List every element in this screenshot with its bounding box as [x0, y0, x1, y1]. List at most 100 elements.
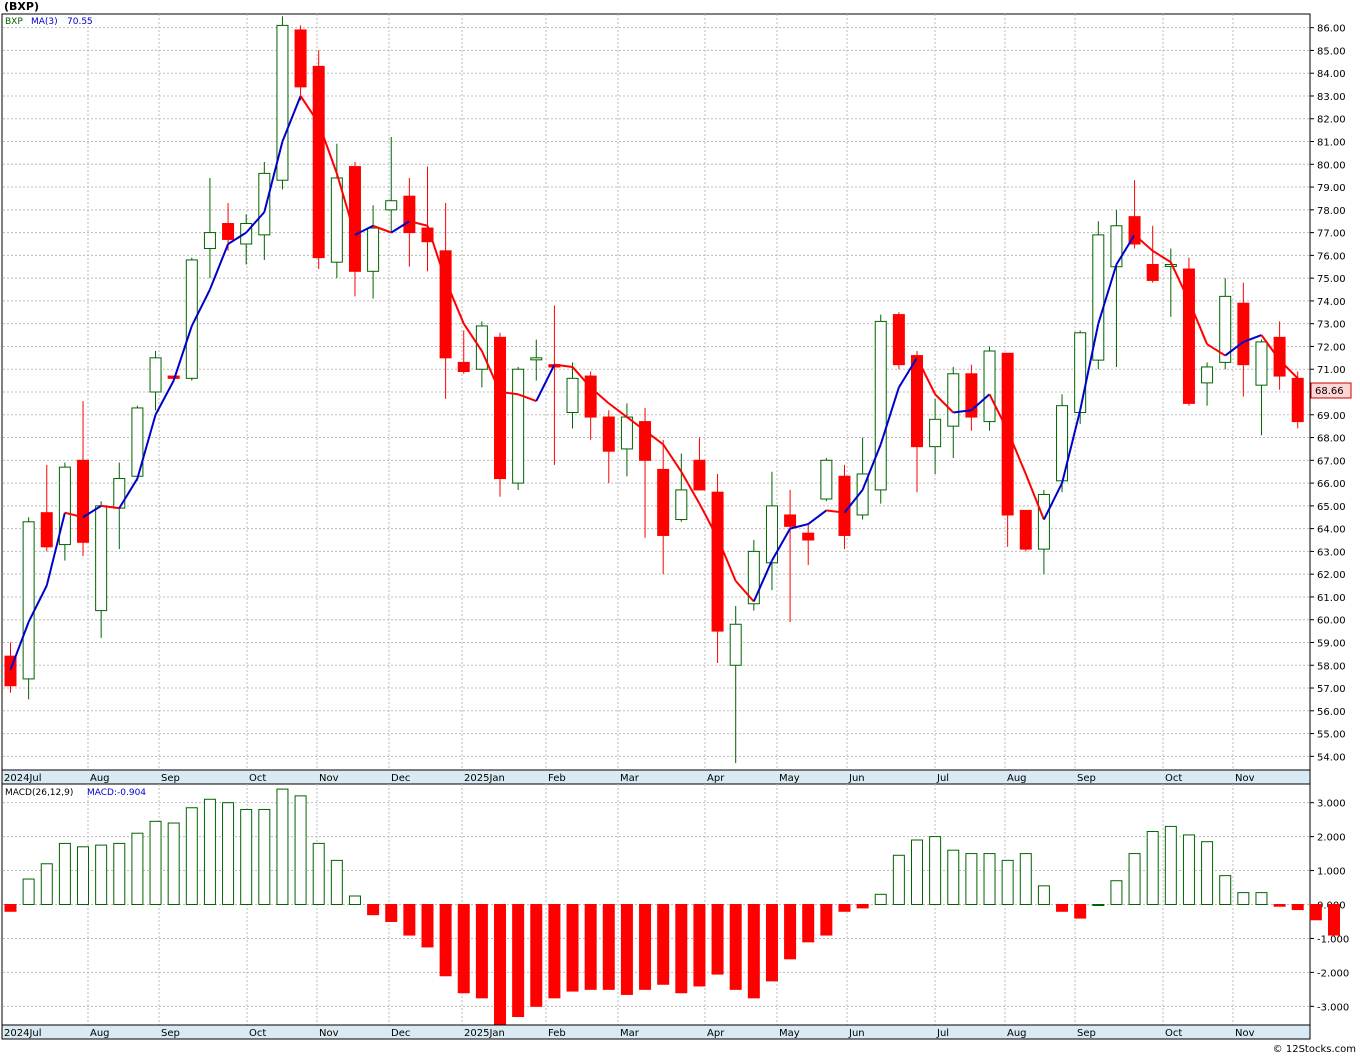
- macd-bar: [95, 844, 108, 905]
- ma3-segment: [1079, 323, 1100, 411]
- ma3-segment: [680, 471, 701, 505]
- x-axis-label: Nov: [319, 773, 339, 784]
- candle-body: [1182, 268, 1195, 404]
- macd-bar: [1182, 834, 1195, 905]
- macd-bar: [693, 904, 706, 987]
- candle-body: [911, 355, 923, 448]
- x-axis-label: Dec: [391, 1028, 410, 1039]
- legend-ma-value: 70.55: [67, 17, 93, 27]
- ma3-segment: [517, 393, 537, 403]
- price-tick-label: 69.00: [1317, 411, 1346, 422]
- ma3-segment: [916, 357, 937, 395]
- x-axis-label: Jul: [936, 1028, 949, 1039]
- ma3-segment: [299, 95, 320, 124]
- ma3-segment: [716, 537, 737, 582]
- macd-bar: [747, 904, 760, 999]
- ma3-segment: [1188, 300, 1209, 345]
- macd-tick-label: -1.000: [1317, 934, 1349, 945]
- macd-bar: [1219, 875, 1232, 905]
- price-tick-label: 72.00: [1317, 342, 1346, 353]
- ma3-segment: [64, 511, 84, 519]
- candle-body: [747, 550, 760, 605]
- price-tick-label: 68.00: [1317, 434, 1346, 445]
- ma3-segment: [1061, 409, 1082, 484]
- macd-bar: [1164, 825, 1177, 905]
- macd-bar: [77, 846, 90, 905]
- x-axis-label: Sep: [1077, 773, 1096, 784]
- macd-bar: [1092, 904, 1105, 906]
- price-tick-label: 61.00: [1317, 593, 1346, 604]
- macd-bar: [312, 842, 325, 906]
- candle-body: [258, 172, 271, 236]
- price-tick-label: 65.00: [1317, 502, 1346, 513]
- candle-body: [1273, 336, 1286, 377]
- macd-bar: [530, 904, 543, 1007]
- ma3-segment: [1224, 341, 1244, 357]
- candle-body: [784, 514, 797, 527]
- ma3-segment: [953, 409, 972, 414]
- ma3-segment: [826, 509, 845, 514]
- price-grid: [3, 14, 1310, 770]
- candle-body: [367, 227, 380, 272]
- candle-body: [530, 357, 543, 361]
- macd-bar: [675, 904, 688, 994]
- x-axis-label: Apr: [707, 773, 725, 784]
- ma3-segment: [9, 621, 30, 671]
- candle-body: [1074, 332, 1087, 413]
- macd-bar: [131, 832, 144, 906]
- macd-bar: [348, 895, 361, 906]
- candle-body: [602, 416, 615, 452]
- macd-legend: MACD(26,12,9) MACD:-0.904: [5, 788, 146, 798]
- candle-body: [1110, 225, 1123, 268]
- x-axis-label: Mar: [620, 1028, 640, 1039]
- x-axis-label: May: [779, 773, 800, 784]
- candle-body: [1237, 302, 1250, 366]
- x-axis-label: Oct: [1165, 773, 1182, 784]
- candle-body: [1201, 366, 1214, 384]
- x-axis-label: Aug: [90, 773, 110, 784]
- price-tick-label: 75.00: [1317, 274, 1346, 285]
- price-tick-label: 83.00: [1317, 92, 1346, 103]
- ma3-segment: [1133, 234, 1154, 252]
- ma3-segment: [644, 429, 664, 446]
- macd-bar: [1327, 904, 1340, 936]
- ma3-segment: [317, 122, 338, 174]
- candle-body: [1037, 493, 1050, 550]
- candle-body: [403, 195, 416, 234]
- macd-bar: [802, 904, 815, 943]
- macd-bar: [222, 802, 235, 905]
- candle-body: [620, 416, 633, 450]
- ma3-segment: [1260, 334, 1281, 361]
- macd-bar: [40, 863, 53, 905]
- macd-bar: [838, 904, 851, 912]
- macd-bars: [4, 788, 1340, 1026]
- ma3-segment: [480, 350, 501, 393]
- x-axis-label: May: [779, 1028, 800, 1039]
- price-tick-label: 62.00: [1317, 570, 1346, 581]
- macd-bar: [22, 878, 35, 905]
- candle-body: [711, 491, 724, 632]
- macd-legend-value: MACD:-0.904: [87, 788, 146, 798]
- price-tick-label: 67.00: [1317, 456, 1346, 467]
- x-axis-label: Oct: [249, 1028, 266, 1039]
- candle-body: [512, 368, 525, 484]
- ma3-segment: [281, 95, 302, 142]
- x-axis-label: Jul: [936, 773, 949, 784]
- macd-bar: [784, 904, 797, 960]
- price-tick-label: 74.00: [1317, 297, 1346, 308]
- price-legend: BXP MA(3) 70.55: [5, 17, 93, 27]
- ma3-segment: [390, 220, 410, 234]
- macd-legend-label: MACD(26,12,9): [5, 788, 73, 798]
- macd-bar: [1019, 853, 1032, 906]
- candle-body: [457, 361, 470, 373]
- candle-body: [276, 24, 289, 181]
- x-axis-label: Feb: [548, 773, 566, 784]
- candle-body: [639, 421, 652, 461]
- candle-body: [1019, 509, 1032, 550]
- ma3-segment: [861, 444, 882, 491]
- ma3-segment: [335, 173, 356, 236]
- x-axis-label: Dec: [391, 773, 410, 784]
- macd-bar: [494, 904, 507, 1026]
- macd-tick-label: 1.000: [1317, 867, 1346, 878]
